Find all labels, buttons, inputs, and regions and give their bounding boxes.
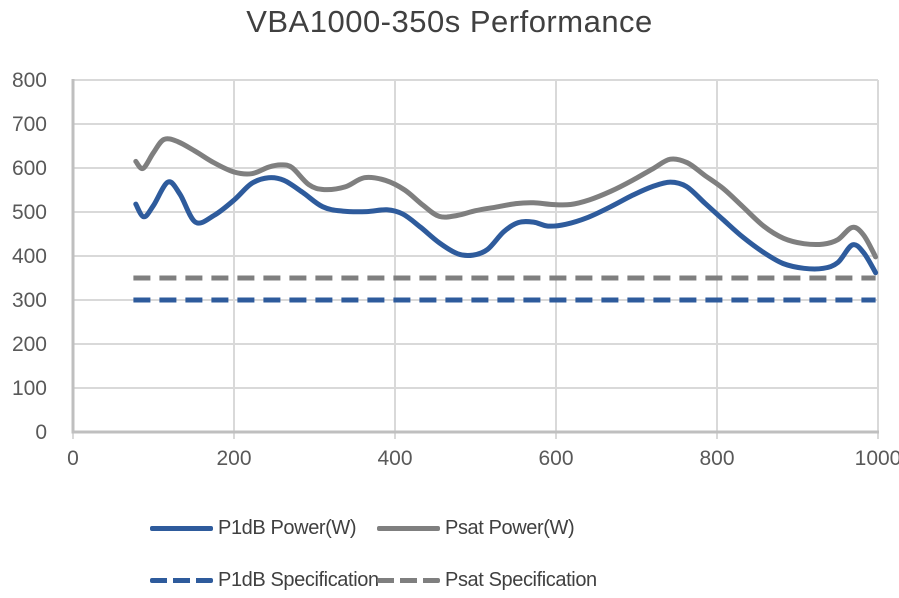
y-tick-label-300: 300 <box>12 289 47 312</box>
legend-line-p1db-power-icon <box>150 525 213 531</box>
y-tick-label-700: 700 <box>12 113 47 136</box>
legend-line-psat-power-icon <box>377 525 440 531</box>
legend-label-p1db-spec: P1dB Specification <box>218 568 379 591</box>
legend-dash-psat-spec-icon <box>377 577 440 583</box>
y-tick-label-500: 500 <box>12 201 47 224</box>
y-tick-label-600: 600 <box>12 157 47 180</box>
legend-label-p1db-power: P1dB Power(W) <box>218 516 357 539</box>
plot-area: 0 100 200 300 400 500 600 700 800 0 200 400 600 800 10… <box>12 69 899 470</box>
legend-label-psat-spec: Psat Specification <box>445 568 597 591</box>
y-tick-label-0: 0 <box>35 421 47 444</box>
y-tick-label-800: 800 <box>12 69 47 92</box>
x-tick-label-200: 200 <box>216 447 251 470</box>
legend-label-psat-power: Psat Power(W) <box>445 516 575 539</box>
x-tick-label-1000: 1000 <box>855 447 899 470</box>
chart-title: VBA1000-350s Performance <box>246 4 653 39</box>
legend-item-psat-spec: Psat Specification <box>377 567 597 593</box>
x-tick-label-400: 400 <box>377 447 412 470</box>
series-line-1 <box>133 136 879 260</box>
legend-item-p1db-power: P1dB Power(W) <box>150 515 357 541</box>
y-tick-label-200: 200 <box>12 333 47 356</box>
legend-dash-p1db-spec-icon <box>150 577 213 583</box>
x-tick-label-600: 600 <box>538 447 573 470</box>
series-line-0 <box>133 175 879 276</box>
legend-item-p1db-spec: P1dB Specification <box>150 567 379 593</box>
x-tick-label-800: 800 <box>699 447 734 470</box>
legend-item-psat-power: Psat Power(W) <box>377 515 575 541</box>
x-tick-label-0: 0 <box>67 447 79 470</box>
y-tick-label-400: 400 <box>12 245 47 268</box>
y-tick-label-100: 100 <box>12 377 47 400</box>
